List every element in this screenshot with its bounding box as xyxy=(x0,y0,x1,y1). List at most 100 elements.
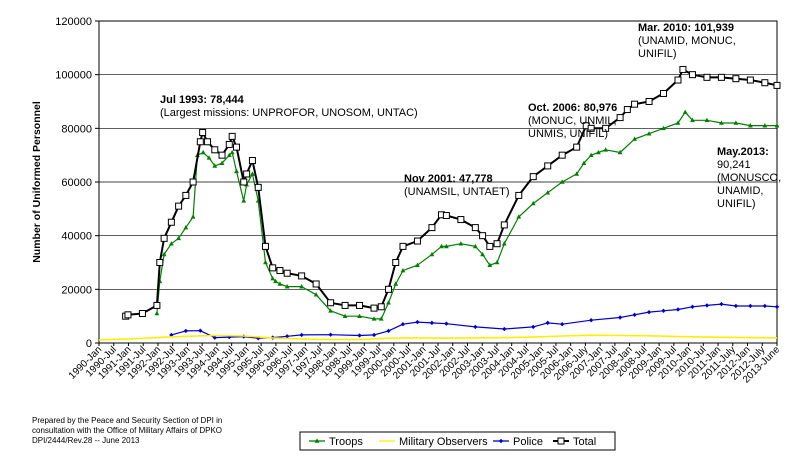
data-point xyxy=(472,243,478,249)
data-point xyxy=(298,272,306,280)
data-point xyxy=(342,313,348,318)
legend-box xyxy=(299,431,616,451)
data-point xyxy=(444,321,449,326)
data-point xyxy=(746,76,754,84)
data-point xyxy=(479,232,487,240)
data-point xyxy=(273,278,278,284)
data-point xyxy=(183,328,189,334)
data-point xyxy=(229,149,235,155)
data-point xyxy=(313,292,319,297)
data-point xyxy=(719,120,724,125)
legend-item: Troops xyxy=(309,436,363,448)
data-point xyxy=(529,173,537,181)
data-point xyxy=(773,81,781,89)
data-point xyxy=(502,326,507,332)
data-point xyxy=(399,242,407,250)
footnote-line-2: consultation with the Office of Military… xyxy=(32,426,223,435)
data-point xyxy=(154,310,160,316)
data-point xyxy=(646,309,652,315)
data-point xyxy=(623,106,631,114)
data-point xyxy=(384,285,392,293)
y-tick-label: 120000 xyxy=(55,16,92,28)
data-point xyxy=(498,438,504,444)
data-point xyxy=(690,304,695,309)
annotation-text: 90,241 xyxy=(717,159,751,171)
data-point xyxy=(428,224,436,232)
data-point xyxy=(200,149,206,155)
data-point xyxy=(199,129,207,137)
data-point xyxy=(393,281,399,286)
data-point xyxy=(516,214,522,219)
data-point xyxy=(212,335,217,340)
data-point xyxy=(458,241,464,246)
data-point xyxy=(587,124,595,132)
data-point xyxy=(248,157,256,165)
annotation-text: UNAMID, xyxy=(717,185,763,197)
data-point xyxy=(225,140,233,148)
data-point xyxy=(299,284,305,289)
data-point xyxy=(328,308,333,313)
annotation-title: May.2013: xyxy=(717,146,769,158)
data-point xyxy=(299,332,304,338)
data-point xyxy=(429,320,435,326)
annotation: Oct. 2006: 80,976(MONUC, UNMIL,UNMIS, UN… xyxy=(528,102,617,140)
data-point xyxy=(704,303,710,308)
annotation-text: (MONUSCO, xyxy=(717,172,781,184)
data-point xyxy=(234,168,239,174)
data-point xyxy=(176,235,182,241)
data-point xyxy=(774,304,780,309)
data-point xyxy=(674,76,682,84)
data-point xyxy=(471,224,479,232)
data-point xyxy=(415,262,420,267)
data-point xyxy=(357,333,362,338)
legend-label: Total xyxy=(573,436,596,448)
data-point xyxy=(559,322,565,327)
footnote-line-1: Prepared by the Peace and Security Secti… xyxy=(32,416,223,425)
data-point xyxy=(631,100,639,108)
data-point xyxy=(646,131,652,136)
data-point xyxy=(558,151,566,159)
annotation-text: (Largest missions: UNPROFOR, UNOSOM, UNT… xyxy=(160,107,418,119)
data-point xyxy=(160,234,168,242)
data-point xyxy=(124,311,132,319)
data-point xyxy=(312,280,320,288)
data-point xyxy=(748,303,753,309)
data-point xyxy=(212,163,218,168)
data-point xyxy=(284,284,290,289)
data-point xyxy=(719,301,724,307)
data-point xyxy=(392,259,400,266)
annotation-title: Nov 2001: 47,778 xyxy=(404,173,493,185)
data-point xyxy=(480,251,485,257)
data-point xyxy=(153,301,161,309)
data-point xyxy=(732,75,740,83)
data-point xyxy=(595,149,601,155)
data-point xyxy=(415,319,420,325)
data-point xyxy=(603,147,609,152)
series-line xyxy=(171,303,778,339)
data-point xyxy=(138,309,146,317)
data-point xyxy=(660,89,668,97)
data-point xyxy=(557,437,565,445)
data-point xyxy=(515,191,523,199)
data-point xyxy=(400,267,406,273)
data-point xyxy=(493,240,501,248)
data-point xyxy=(168,241,174,246)
data-point xyxy=(182,191,190,199)
data-point xyxy=(486,242,494,250)
annotation-title: Jul 1993: 78,444 xyxy=(160,94,245,106)
data-point xyxy=(531,324,536,330)
data-point xyxy=(661,308,666,313)
data-point xyxy=(661,125,666,131)
annotation-text: UNMIS, UNIFIL) xyxy=(528,128,608,140)
legend-item: Police xyxy=(493,436,543,448)
legend-item: Total xyxy=(553,436,596,448)
legend-item: Military Observers xyxy=(379,436,488,448)
data-point xyxy=(500,221,508,229)
data-point xyxy=(616,114,624,122)
data-point xyxy=(371,332,377,338)
data-point xyxy=(443,243,449,249)
data-point xyxy=(167,218,175,226)
data-point xyxy=(341,301,349,309)
data-point xyxy=(283,269,291,277)
